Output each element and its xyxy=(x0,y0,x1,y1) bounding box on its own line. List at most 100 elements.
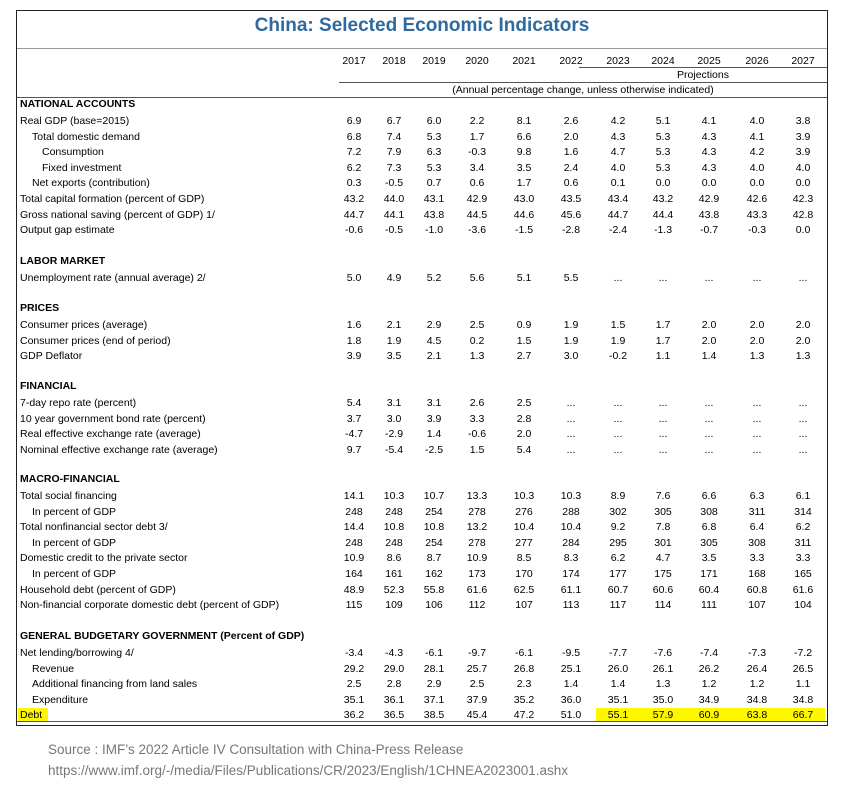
table-cell: 3.3 xyxy=(469,412,485,425)
table-cell: 43.8 xyxy=(698,208,720,221)
row-label: Real effective exchange rate (average) xyxy=(20,428,201,441)
table-cell: 6.8 xyxy=(346,130,362,143)
table-cell: 254 xyxy=(425,505,443,518)
table-cell: 7.4 xyxy=(386,130,402,143)
title-divider xyxy=(17,48,827,49)
table-cell: 2.9 xyxy=(426,678,442,691)
table-cell: ... xyxy=(704,428,714,441)
table-cell: 1.9 xyxy=(386,334,402,347)
table-cell: ... xyxy=(798,272,808,284)
table-cell: 117 xyxy=(609,599,627,612)
table-cell: 2.9 xyxy=(426,319,442,331)
source-note: Source : IMF’s 2022 Article IV Consultat… xyxy=(48,739,568,781)
table-cell: 3.5 xyxy=(386,350,402,363)
row-label: GDP Deflator xyxy=(20,350,83,363)
row-label: In percent of GDP xyxy=(32,536,117,549)
table-cell: 308 xyxy=(700,505,718,518)
row-label: Consumer prices (average) xyxy=(20,319,148,331)
table-cell: 42.6 xyxy=(746,193,768,205)
source-citation: Source : IMF’s 2022 Article IV Consultat… xyxy=(48,742,464,757)
table-cell: -9.7 xyxy=(467,647,487,659)
table-cell: -0.3 xyxy=(467,146,487,159)
table-cell: 305 xyxy=(700,536,718,549)
row-label: Non-financial corporate domestic debt (p… xyxy=(20,599,280,612)
table-cell: 1.6 xyxy=(563,146,579,159)
year-header-2024: 2024 xyxy=(651,55,675,67)
table-cell: -6.1 xyxy=(514,647,534,659)
table-cell: 1.9 xyxy=(563,319,579,331)
table-cell: 43.5 xyxy=(560,193,582,205)
table-cell: 14.1 xyxy=(343,490,365,502)
table-cell: 2.1 xyxy=(426,350,442,363)
table-cell: 38.5 xyxy=(423,709,445,722)
table-cell: 63.8 xyxy=(746,709,768,722)
table-cell: 2.6 xyxy=(563,115,579,127)
table-cell: 6.2 xyxy=(795,521,811,534)
table-cell: 2.8 xyxy=(386,678,402,691)
table-cell: 111 xyxy=(701,599,717,612)
table-cell: 0.0 xyxy=(795,177,811,190)
table-cell: ... xyxy=(704,443,714,456)
year-header-2026: 2026 xyxy=(745,55,769,67)
table-cell: 3.0 xyxy=(386,412,402,425)
table-cell: 66.7 xyxy=(792,709,814,722)
table-cell: -2.5 xyxy=(424,443,444,456)
table-cell: 173 xyxy=(468,568,486,580)
table-cell: 4.0 xyxy=(610,161,626,174)
table-cell: 301 xyxy=(654,536,672,549)
table-cell: 4.1 xyxy=(749,130,765,143)
table-cell: 29.2 xyxy=(343,662,365,675)
table-cell: 43.1 xyxy=(423,193,445,205)
year-header-2022: 2022 xyxy=(559,55,583,67)
table-cell: 2.4 xyxy=(563,161,579,174)
table-cell: -2.8 xyxy=(561,224,581,237)
table-cell: 284 xyxy=(562,536,580,549)
table-cell: 114 xyxy=(654,599,672,612)
table-cell: 43.2 xyxy=(652,193,674,205)
table-cell: 44.5 xyxy=(466,208,488,221)
table-cell: 60.4 xyxy=(698,583,720,596)
table-cell: 248 xyxy=(385,536,403,549)
table-cell: 1.6 xyxy=(346,319,362,331)
table-cell: 26.1 xyxy=(652,662,674,675)
table-cell: 1.4 xyxy=(610,678,626,691)
row-label: Total domestic demand xyxy=(32,130,140,143)
table-cell: 1.1 xyxy=(795,678,811,691)
table-cell: 8.5 xyxy=(516,552,532,565)
table-cell: 302 xyxy=(609,505,627,518)
table-cell: 2.0 xyxy=(563,130,579,143)
table-cell: 10.3 xyxy=(383,490,405,502)
table-cell: 113 xyxy=(562,599,580,612)
table-cell: 2.0 xyxy=(701,334,717,347)
table-cell: 3.4 xyxy=(469,161,485,174)
table-cell: 5.1 xyxy=(655,115,671,127)
table-cell: ... xyxy=(658,272,668,284)
table-cell: 44.7 xyxy=(343,208,365,221)
table-cell: 1.4 xyxy=(563,678,579,691)
table-cell: 107 xyxy=(515,599,533,612)
table-cell: -7.7 xyxy=(608,647,628,659)
table-cell: 10.9 xyxy=(466,552,488,565)
table-cell: 55.1 xyxy=(607,709,629,722)
table-cell: 6.3 xyxy=(426,146,442,159)
table-cell: 0.0 xyxy=(655,177,671,190)
table-cell: 6.6 xyxy=(516,130,532,143)
table-cell: 44.1 xyxy=(383,208,405,221)
table-cell: 107 xyxy=(748,599,766,612)
table-cell: 4.2 xyxy=(610,115,626,127)
table-cell: 171 xyxy=(700,568,718,580)
table-cell: 44.6 xyxy=(513,208,535,221)
table-cell: -0.5 xyxy=(384,224,404,237)
table-cell: 35.0 xyxy=(652,693,674,706)
row-label: Output gap estimate xyxy=(20,224,115,237)
table-cell: 10.3 xyxy=(513,490,535,502)
table-cell: 1.1 xyxy=(655,350,671,363)
table-cell: 295 xyxy=(609,536,627,549)
table-cell: 1.3 xyxy=(469,350,485,363)
table-cell: 2.0 xyxy=(749,319,765,331)
table-cell: 61.1 xyxy=(560,583,582,596)
table-cell: 5.5 xyxy=(563,272,579,284)
table-cell: 42.9 xyxy=(466,193,488,205)
table-cell: 5.6 xyxy=(469,272,485,284)
table-cell: 34.8 xyxy=(746,693,768,706)
